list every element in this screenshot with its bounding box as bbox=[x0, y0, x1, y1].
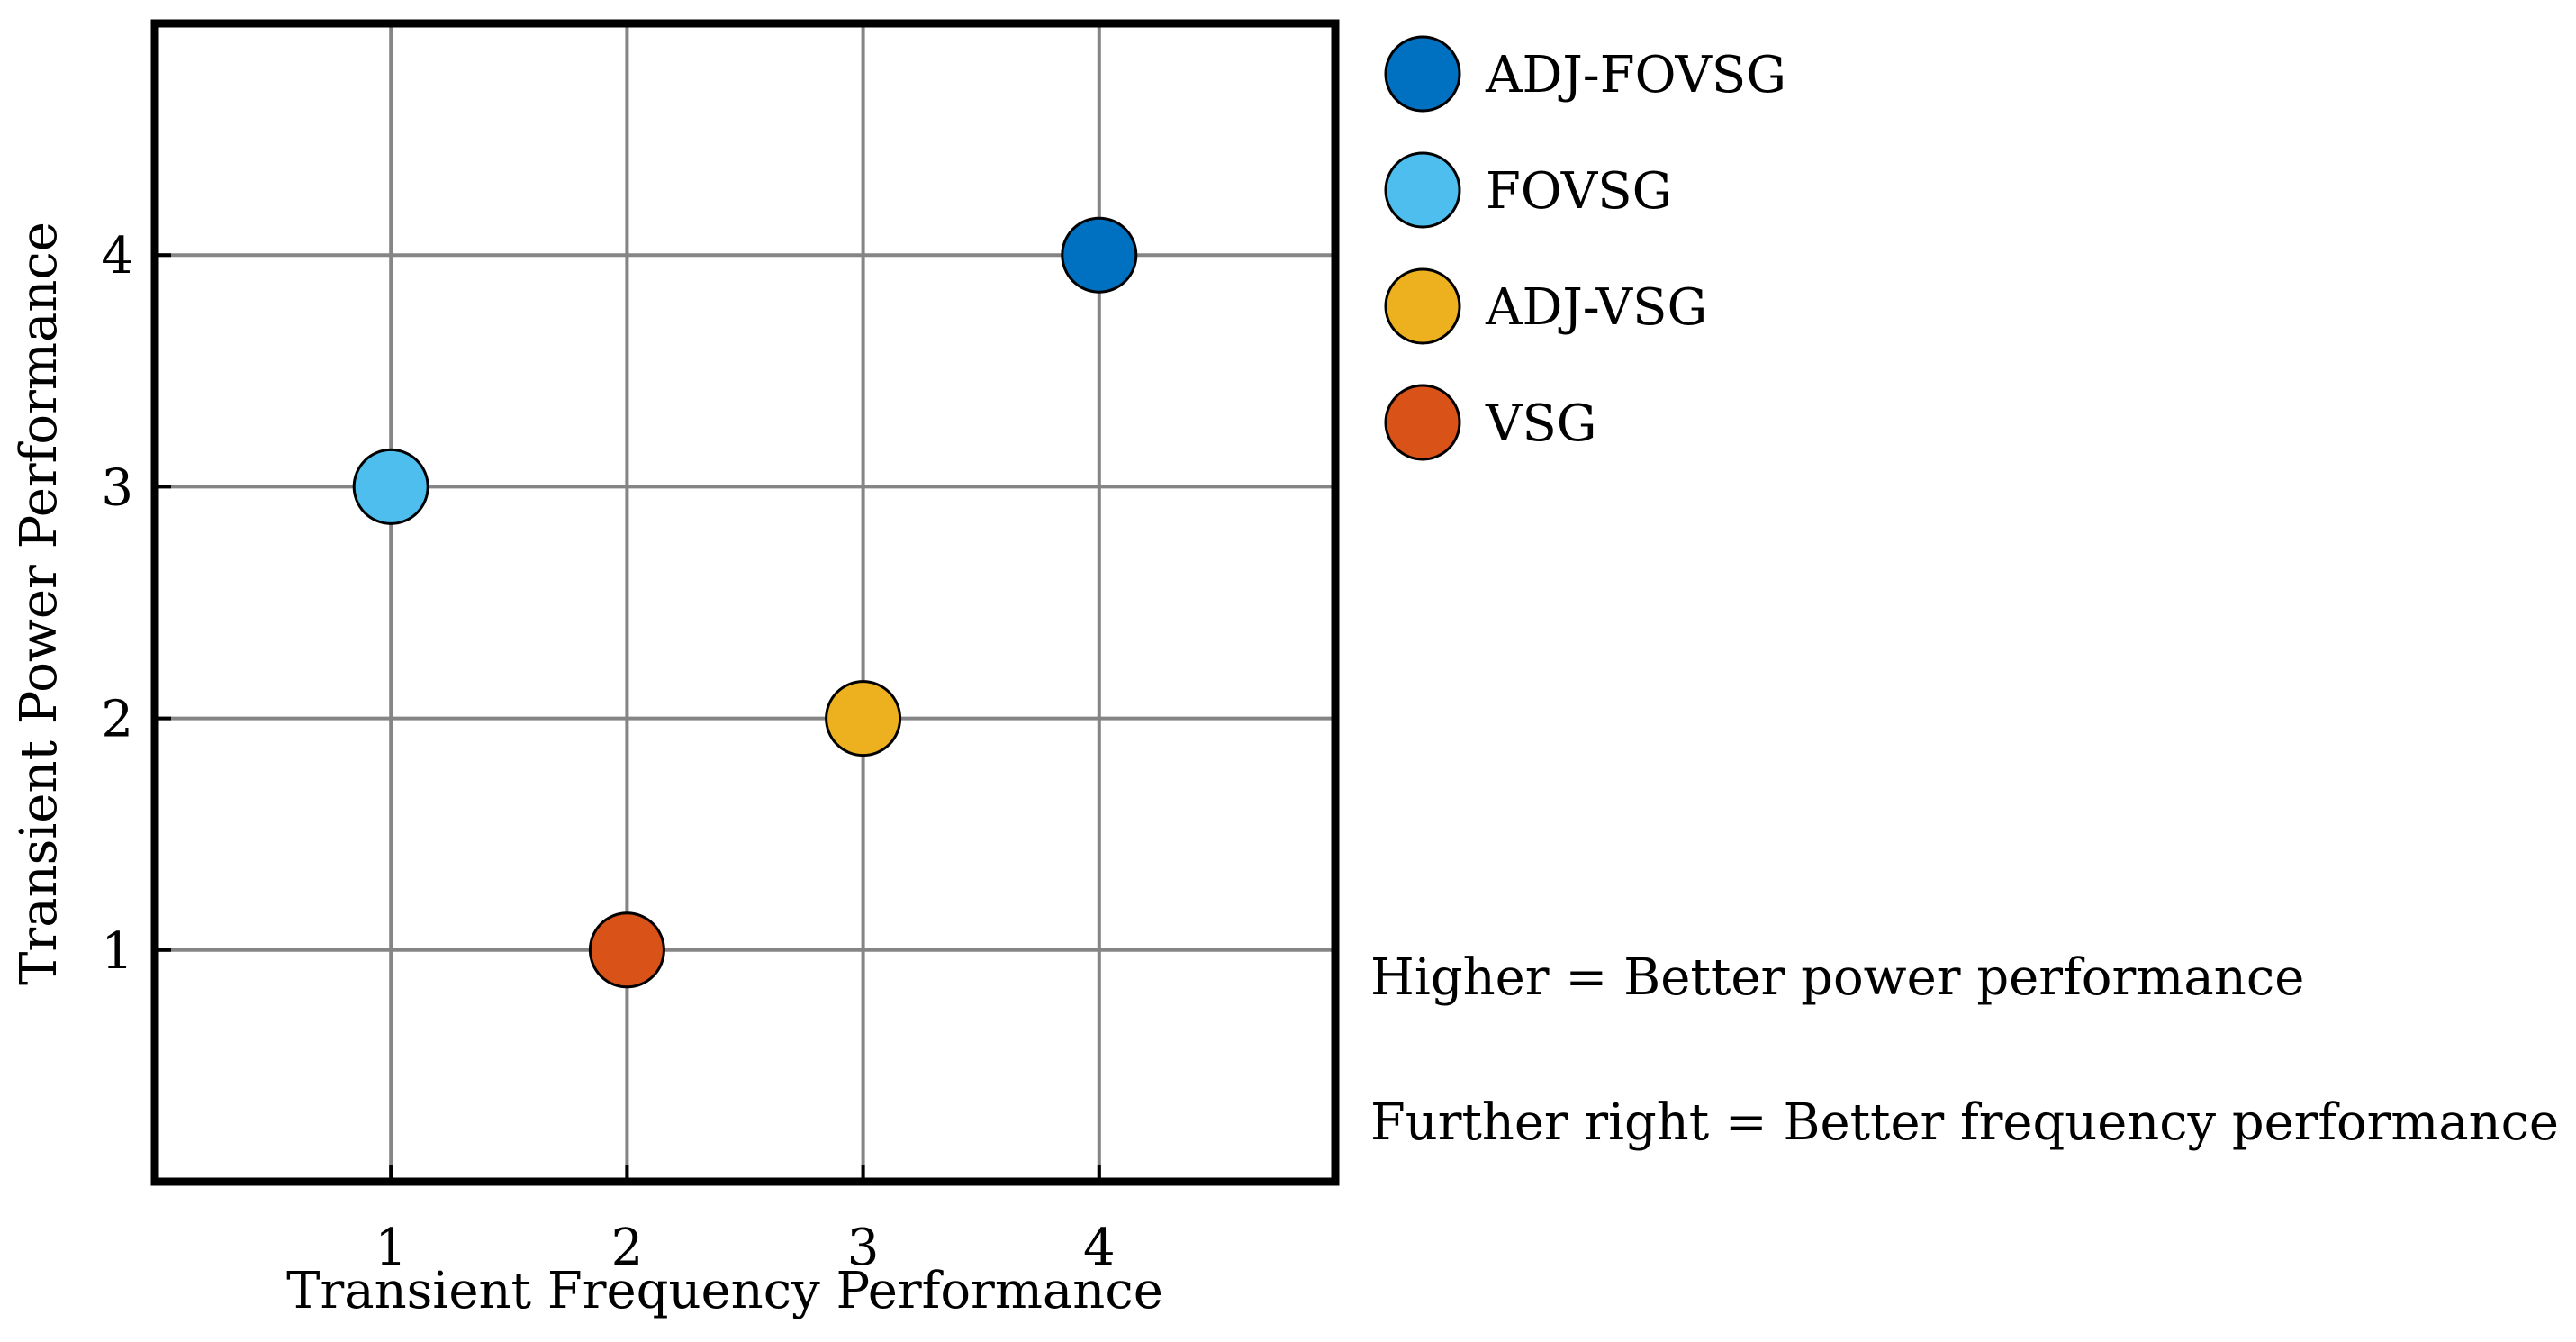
x-tick-label: 2 bbox=[611, 1219, 644, 1277]
x-tick-label: 3 bbox=[847, 1219, 880, 1277]
data-points bbox=[352, 216, 1138, 989]
point-adj-fovsg bbox=[1061, 216, 1138, 294]
legend-marker-vsg bbox=[1384, 384, 1461, 461]
legend-label-adj-vsg: ADJ-VSG bbox=[1485, 278, 1707, 337]
grid-lines bbox=[155, 23, 1335, 1182]
x-axis-label: Transient Frequency Performance bbox=[286, 1262, 1163, 1320]
x-tick-label: 1 bbox=[375, 1219, 407, 1277]
legend-label-vsg: VSG bbox=[1485, 394, 1597, 453]
point-adj-vsg bbox=[825, 680, 902, 757]
legend-marker-adj-fovsg bbox=[1384, 35, 1461, 113]
annotation-power: Higher = Better power performance bbox=[1370, 948, 2304, 1007]
annotation-frequency: Further right = Better frequency perform… bbox=[1370, 1093, 2559, 1152]
y-tick-label: 1 bbox=[101, 922, 133, 981]
point-fovsg bbox=[352, 448, 429, 525]
x-tick-label: 4 bbox=[1083, 1219, 1116, 1277]
y-axis-label: Transient Power Performance bbox=[10, 222, 68, 985]
legend-label-fovsg: FOVSG bbox=[1486, 162, 1672, 221]
y-tick-label: 3 bbox=[101, 458, 133, 517]
y-tick-label: 4 bbox=[101, 227, 133, 286]
y-tick-label: 2 bbox=[101, 691, 133, 749]
point-vsg bbox=[588, 911, 665, 989]
legend-marker-adj-vsg bbox=[1384, 267, 1461, 345]
legend-label-adj-fovsg: ADJ-FOVSG bbox=[1485, 46, 1786, 104]
legend-marker-fovsg bbox=[1384, 151, 1461, 229]
plot-frame bbox=[150, 19, 1340, 1186]
legend: ADJ-FOVSG FOVSG ADJ-VSG VSG bbox=[1384, 35, 1786, 461]
